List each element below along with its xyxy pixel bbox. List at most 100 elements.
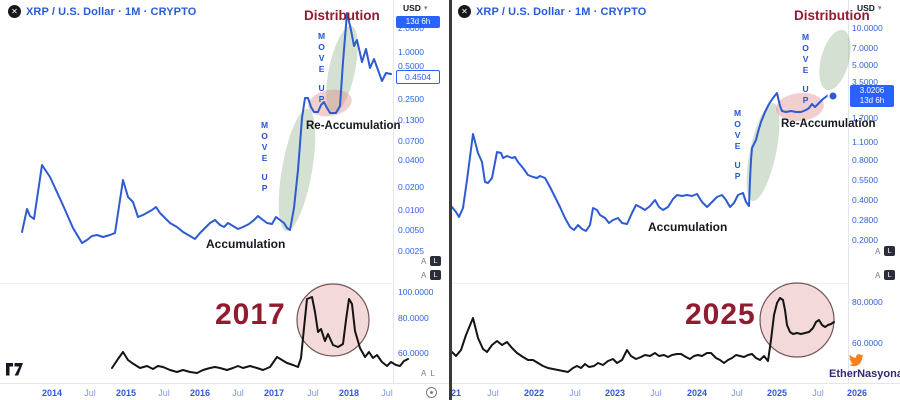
price-tick: 0.5000 (398, 61, 424, 71)
time-label: Jul (569, 388, 581, 398)
pane-separator (0, 283, 393, 284)
auto-log-buttons-bottom[interactable]: A L (421, 369, 435, 378)
time-scale[interactable]: 21 Jul 2022 Jul 2023 Jul 2024 Jul 2025 Jul 2026 (450, 383, 900, 400)
chevron-down-icon: ▾ (423, 5, 428, 12)
time-label: 2023 (604, 388, 626, 398)
countdown-badge: 13d 6h (396, 16, 440, 28)
price-tick: 0.5500 (852, 175, 878, 185)
price-tick: 1.0000 (398, 47, 424, 57)
log-scale-button[interactable]: L (430, 368, 435, 378)
chart-canvas[interactable] (0, 0, 450, 400)
price-tick: 1.7000 (852, 113, 878, 123)
time-label: Jul (84, 388, 96, 398)
xrp-logo-icon: ✕ (458, 5, 471, 18)
time-label: Jul (812, 388, 824, 398)
accumulation-label: Accumulation (206, 237, 286, 251)
indicator-line (451, 297, 835, 373)
distribution-label: Distribution (304, 8, 380, 23)
chart-canvas[interactable] (450, 0, 900, 400)
price-tick: 0.2000 (852, 235, 878, 245)
distribution-label: Distribution (794, 8, 870, 23)
time-label: 21 (450, 388, 462, 398)
price-tick: 0.0700 (398, 136, 424, 146)
price-tick: 3.5000 (852, 77, 878, 87)
time-label: 2026 (846, 388, 868, 398)
price-tick: 100.0000 (398, 287, 434, 297)
log-scale-button[interactable]: L (430, 270, 441, 280)
indicator-line (111, 296, 409, 374)
log-scale-button[interactable]: L (430, 256, 441, 266)
auto-scale-button[interactable]: A (421, 270, 427, 280)
time-label: 2025 (766, 388, 788, 398)
auto-log-buttons-main[interactable]: A L (421, 256, 441, 266)
time-scale[interactable]: 2014 Jul 2015 Jul 2016 Jul 2017 Jul 2018 Jul (0, 383, 450, 400)
auto-log-buttons-indicator[interactable]: A L (875, 270, 895, 280)
symbol-header[interactable]: ✕ XRP / U.S. Dollar · 1M · CRYPTO (458, 5, 646, 18)
log-scale-button[interactable]: L (884, 270, 895, 280)
year-label: 2017 (215, 298, 286, 331)
price-tick: 0.4000 (852, 195, 878, 205)
move-up-zone-ellipse (819, 29, 851, 91)
time-label: 2015 (115, 388, 137, 398)
price-tick: 0.0050 (398, 225, 424, 235)
re-accumulation-label: Re-Accumulation (306, 120, 401, 132)
price-scale-border (848, 0, 849, 383)
price-scale-currency-menu[interactable]: USD ▾ (857, 3, 881, 13)
move-up-zone-ellipse (746, 103, 780, 201)
time-label: Jul (158, 388, 170, 398)
symbol-title: XRP / U.S. Dollar · 1M · CRYPTO (476, 5, 647, 18)
time-label: 2018 (338, 388, 360, 398)
accumulation-label: Accumulation (648, 220, 728, 234)
price-tick: 60.0000 (398, 348, 429, 358)
log-scale-button[interactable]: L (884, 246, 895, 256)
auto-scale-button[interactable]: A (875, 270, 881, 280)
last-price-label: 0.4504 (396, 70, 440, 84)
price-tick: 5.0000 (852, 60, 878, 70)
auto-scale-button[interactable]: A (421, 256, 427, 266)
price-scale-currency-menu[interactable]: USD ▾ (403, 3, 427, 13)
auto-log-buttons-main[interactable]: A L (875, 246, 895, 256)
twitter-bird-icon (849, 354, 864, 372)
accumulation-zone-ellipse (776, 92, 824, 122)
price-tick: 0.8000 (852, 155, 878, 165)
price-scale-border (393, 0, 394, 383)
go-to-realtime-button[interactable] (426, 387, 437, 398)
price-line (21, 12, 392, 244)
auto-scale-button[interactable]: A (421, 369, 427, 378)
time-label: 2014 (41, 388, 63, 398)
panel-divider (449, 0, 452, 400)
price-tick: 0.1300 (398, 115, 424, 125)
price-tick: 0.2800 (852, 215, 878, 225)
time-label: Jul (731, 388, 743, 398)
time-label: 2024 (686, 388, 708, 398)
price-tick: 7.0000 (852, 43, 878, 53)
time-label: 2022 (523, 388, 545, 398)
price-tick: 1.1000 (852, 137, 878, 147)
price-tick: 0.0100 (398, 205, 424, 215)
year-label: 2025 (685, 298, 756, 331)
time-label: Jul (232, 388, 244, 398)
chevron-down-icon: ▾ (877, 5, 882, 12)
price-line (451, 92, 834, 232)
currency-label: USD (857, 3, 875, 13)
time-label: Jul (650, 388, 662, 398)
pane-separator (452, 283, 848, 284)
time-label: 2016 (189, 388, 211, 398)
price-tick: 0.0025 (398, 246, 424, 256)
currency-label: USD (403, 3, 421, 13)
last-price-dot (829, 92, 837, 100)
symbol-header[interactable]: ✕ XRP / U.S. Dollar · 1M · CRYPTO (8, 5, 196, 18)
price-tick: 0.0400 (398, 155, 424, 165)
time-label: Jul (381, 388, 393, 398)
tradingview-logo-icon (6, 363, 24, 381)
auto-log-buttons-indicator[interactable]: A L (421, 270, 441, 280)
auto-scale-button[interactable]: A (875, 246, 881, 256)
price-tick: 60.0000 (852, 338, 883, 348)
re-accumulation-label: Re-Accumulation (781, 118, 876, 130)
time-label: Jul (487, 388, 499, 398)
price-tick: 2.0000 (398, 23, 424, 33)
